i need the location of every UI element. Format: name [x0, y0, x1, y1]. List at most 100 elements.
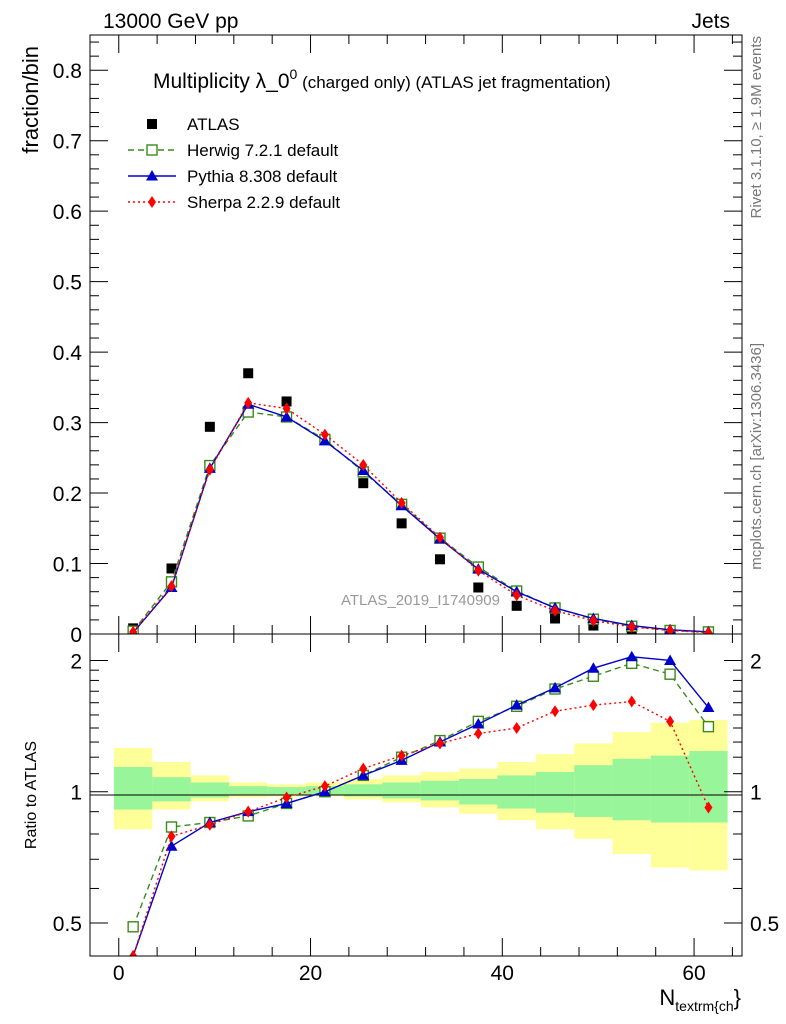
ratio-ytick-label-right: 0.5	[750, 913, 779, 936]
ratio-sherpa-point	[129, 950, 138, 956]
main-sherpa-point	[205, 463, 214, 476]
main-ytick-label: 0.1	[53, 554, 82, 577]
main-ytick-label: 0.5	[53, 272, 82, 295]
ratio-pythia-point	[549, 681, 562, 693]
ratio-axes: 0.5 0.51 12 20 20 40 60	[53, 634, 779, 985]
main-sherpa-point	[397, 496, 406, 509]
main-atlas-point	[473, 582, 484, 593]
main-atlas-point	[396, 518, 407, 529]
ratio-band-inner	[612, 758, 651, 821]
main-ytick-label: 0.8	[53, 60, 82, 83]
ratio-frame	[89, 633, 743, 957]
main-atlas-point	[166, 563, 177, 574]
main-sherpa-point	[129, 625, 138, 634]
main-atlas-point	[434, 554, 445, 565]
ratio-ytick-label-right: 2	[750, 650, 762, 673]
ratio-sherpa-point	[627, 695, 636, 708]
main-sherpa-point	[435, 531, 444, 544]
mcplots-label: mcplots.cern.ch [arXiv:1306.3436]	[748, 343, 765, 570]
legend-marker	[146, 170, 158, 181]
legend-marker	[147, 119, 157, 129]
main-sherpa-point	[551, 604, 560, 617]
ratio-band-inner	[113, 766, 153, 810]
main-atlas-point	[358, 478, 369, 489]
ratio-panel: 0.5 0.51 12 20 20 40 60 Ratio to ATLAS Ntextrm…	[23, 633, 779, 1014]
ratio-ytick-label: 0.5	[53, 913, 82, 936]
main-ytick-label: 0.2	[53, 483, 82, 506]
ratio-xtick-label: 20	[299, 962, 322, 985]
ratio-sherpa-point	[704, 801, 713, 814]
main-ytick-label: 0.7	[53, 131, 82, 154]
main-title: Multiplicity λ_00 (charged only) (ATLAS …	[153, 66, 611, 93]
legend-label: Sherpa 2.2.9 default	[187, 193, 340, 212]
ratio-pythia-point	[357, 769, 370, 780]
main-sherpa-point	[627, 620, 636, 633]
ratio-herwig-point	[127, 921, 139, 933]
main-sherpa-point	[167, 580, 176, 593]
ratio-pythia-point	[664, 654, 677, 665]
main-sherpa-point	[244, 396, 253, 409]
main-sherpa-point	[666, 624, 675, 634]
ratio-ylabel: Ratio to ATLAS	[23, 741, 40, 849]
x-axis-label: Ntextrm{ch}	[659, 985, 741, 1014]
ratio-herwig-point	[587, 670, 600, 682]
main-ytick-label: 0.6	[53, 201, 82, 224]
ratio-herwig-line	[132, 662, 710, 928]
analysis-tag: ATLAS_2019_I1740909	[341, 592, 500, 609]
header-left: 13000 GeV pp	[103, 10, 238, 33]
ratio-band-inner	[152, 777, 191, 802]
x-axis-label-main: N	[659, 985, 675, 1010]
header-right: Jets	[691, 10, 730, 33]
ratio-band-inner	[497, 775, 536, 809]
legend-label: ATLAS	[187, 115, 240, 134]
rivet-label: Rivet 3.1.10, ≥ 1.9M events	[748, 36, 765, 219]
main-ytick-label: 0	[70, 624, 82, 647]
ratio-band-inner	[420, 780, 460, 801]
ratio-sherpa-point	[666, 715, 675, 728]
ratio-ytick-label: 1	[70, 782, 82, 805]
ratio-pythia-point	[510, 699, 523, 710]
legend-label: Herwig 7.2.1 default	[187, 141, 338, 160]
main-sherpa-point	[359, 458, 368, 471]
ratio-band-inner	[650, 755, 690, 823]
ratio-sherpa-point	[244, 805, 253, 818]
ratio-sherpa-point	[397, 749, 406, 762]
legend: ATLAS Herwig 7.2.1 default Pythia 8.308 de…	[128, 115, 340, 212]
ratio-herwig-point	[702, 720, 715, 733]
main-plot-area	[127, 368, 715, 634]
ratio-pythia-point	[625, 650, 638, 662]
ratio-band-inner	[190, 782, 230, 798]
ratio-sherpa-line	[132, 700, 710, 956]
ratio-sherpa-point	[167, 830, 176, 843]
main-ytick-label: 0.3	[53, 413, 82, 436]
ratio-sherpa-point	[359, 762, 368, 775]
ratio-xtick-label: 40	[491, 962, 514, 985]
ratio-xtick-label: 60	[682, 962, 705, 985]
legend-marker	[146, 144, 158, 156]
ratio-sherpa-point	[474, 727, 483, 740]
legend-marker	[148, 196, 156, 208]
ratio-xtick-label: 0	[113, 962, 125, 985]
main-atlas-point	[204, 421, 215, 432]
main-ytick-label: 0.4	[53, 342, 83, 365]
ratio-pythia-point	[472, 717, 485, 729]
ratio-ytick-label: 2	[70, 650, 82, 673]
ratio-sherpa-point	[589, 699, 598, 712]
x-axis-label-end: }	[734, 985, 741, 1010]
main-atlas-point	[550, 613, 561, 624]
main-sherpa-point	[320, 428, 329, 441]
main-sherpa-point	[282, 402, 291, 415]
main-ylabel: fraction/bin	[18, 46, 43, 154]
ratio-band-inner	[344, 784, 383, 797]
ratio-pythia-point	[587, 662, 600, 673]
ratio-sherpa-point	[435, 737, 444, 750]
ratio-pythia-point	[165, 840, 178, 851]
ratio-sherpa-point	[551, 705, 560, 718]
main-sherpa-point	[512, 589, 521, 602]
ratio-pythia-line	[132, 656, 709, 956]
ratio-sherpa-point	[512, 722, 521, 735]
x-axis-label-sub: textrm{ch	[675, 998, 733, 1014]
ratio-sherpa-point	[320, 780, 329, 793]
main-sherpa-point	[474, 564, 483, 577]
main-title-main: Multiplicity λ_0	[153, 70, 290, 93]
